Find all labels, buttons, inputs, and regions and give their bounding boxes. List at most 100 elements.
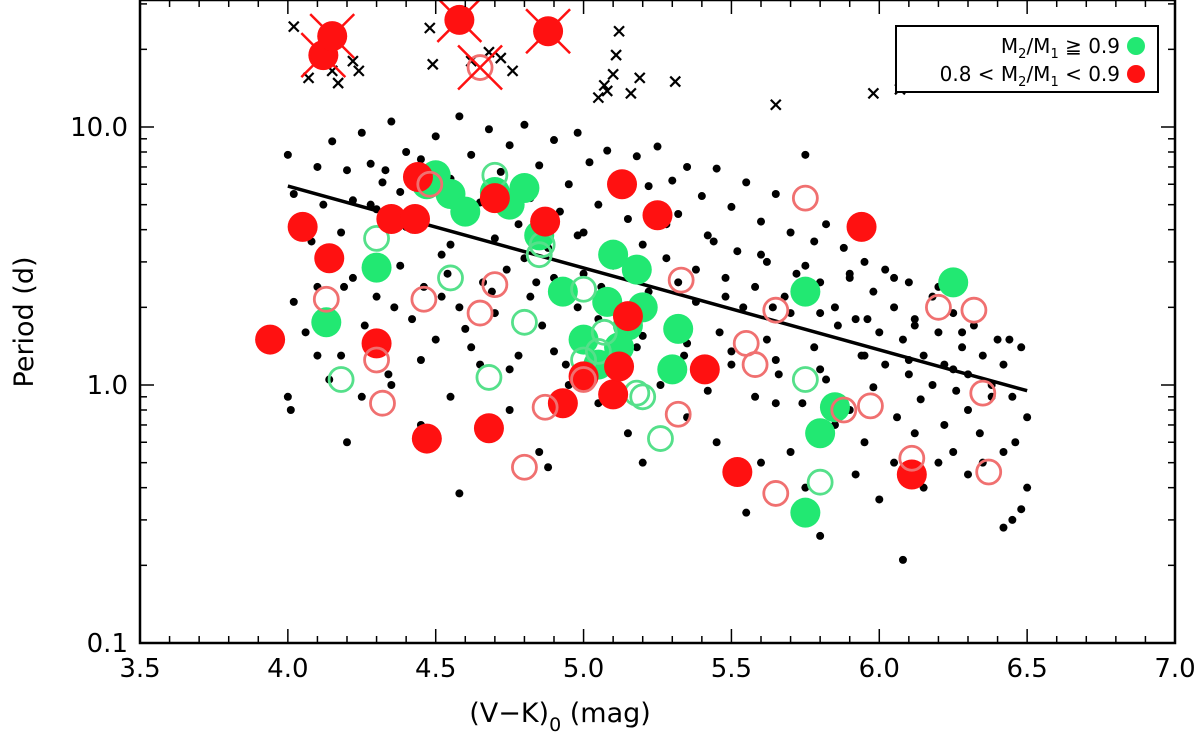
data-point-dot	[863, 315, 872, 324]
plot-frame	[138, 0, 1177, 645]
data-point-dot	[313, 162, 322, 171]
data-point-dot	[505, 365, 514, 374]
data-point-cross	[625, 87, 637, 100]
data-point-dot	[860, 438, 869, 447]
data-point-dot	[387, 117, 396, 126]
data-point-dot	[535, 447, 544, 456]
series-m2-m1-0-9-open-	[327, 161, 834, 496]
data-point-open	[667, 266, 695, 294]
data-point-dot	[387, 381, 396, 389]
data-point-dot	[833, 321, 842, 330]
data-point-cross-mark	[457, 44, 503, 91]
data-point-dot	[715, 328, 724, 337]
data-point-filled	[530, 206, 561, 237]
data-point-dot	[721, 273, 730, 282]
data-point-dot	[822, 220, 831, 229]
data-point-filled	[607, 169, 638, 200]
data-point-cross	[332, 77, 344, 89]
data-point-filled	[411, 423, 442, 454]
data-point-dot	[668, 176, 677, 185]
data-point-open	[410, 285, 438, 313]
data-point-dot	[940, 360, 949, 369]
data-point-cross	[598, 79, 611, 92]
data-point-dot	[958, 328, 967, 337]
data-point-dot	[875, 328, 884, 337]
data-point-dot	[301, 328, 310, 337]
data-point-dot	[952, 386, 961, 395]
data-point-dot	[786, 228, 795, 237]
data-point-dot	[484, 125, 493, 134]
data-point-dot	[680, 351, 689, 360]
data-point-dot	[881, 360, 890, 369]
data-point-dot	[768, 303, 777, 312]
data-point-dot	[573, 231, 582, 240]
data-point-dot	[851, 470, 860, 479]
data-point-dot	[822, 375, 831, 384]
data-point-dot	[727, 202, 736, 211]
data-point-cross	[424, 22, 436, 34]
data-point-open	[762, 480, 790, 507]
data-point-dot	[919, 351, 928, 360]
data-point-dot	[1017, 505, 1026, 514]
data-point-dot	[993, 335, 1002, 344]
data-point-dot	[774, 370, 783, 379]
series-outliers	[287, 20, 906, 111]
data-point-open	[363, 346, 390, 374]
data-point-dot	[467, 150, 476, 159]
data-point-dot	[343, 166, 351, 175]
data-point-dot	[780, 292, 789, 301]
data-point-dot	[801, 261, 810, 270]
data-point-cross	[633, 72, 646, 84]
data-point-dot	[703, 231, 712, 240]
data-point-open	[629, 383, 657, 411]
data-point-open	[791, 184, 819, 212]
y-tick-label: 1.0	[87, 371, 128, 401]
data-point-dot	[502, 265, 511, 274]
data-point-filled	[598, 239, 629, 270]
data-point-open	[762, 296, 790, 324]
data-point-dot	[869, 287, 878, 296]
data-point-filled	[547, 276, 578, 307]
x-tick-label: 4.5	[415, 654, 456, 684]
data-point-dot	[573, 128, 582, 137]
data-point-dot	[860, 257, 869, 266]
data-point-dot	[455, 489, 464, 498]
legend-marker-red	[1127, 65, 1145, 83]
data-point-dot	[845, 269, 854, 278]
data-point-dot	[461, 324, 470, 333]
data-point-dot	[579, 269, 588, 278]
data-point-dot	[520, 120, 529, 129]
data-point-filled	[938, 267, 969, 298]
data-point-dot	[408, 315, 417, 324]
legend-label-2: 0.8 < M2/M1 < 0.9	[940, 62, 1120, 90]
data-point-dot	[416, 155, 425, 164]
data-point-dot	[366, 159, 375, 168]
data-point-dot	[958, 343, 967, 352]
data-point-cross	[506, 65, 519, 77]
data-point-dot	[816, 309, 825, 318]
data-point-cross-mark	[436, 0, 482, 43]
data-point-dot	[881, 265, 890, 274]
data-point-open	[590, 318, 618, 346]
data-point-dot	[969, 321, 978, 330]
legend-label-1: M2/M1 ≧ 0.9	[1001, 34, 1120, 62]
y-tick-label: 10.0	[70, 113, 128, 143]
data-point-dot	[786, 447, 795, 456]
data-point-dot	[1005, 335, 1014, 344]
data-point-dot	[532, 278, 541, 287]
data-point-dot	[1008, 515, 1017, 524]
data-point-open	[511, 308, 538, 336]
data-point-cross	[669, 75, 682, 88]
series-0-8-m2-m1-0-9-open-	[312, 170, 1003, 507]
data-point-dot	[964, 470, 972, 479]
data-point-dot	[890, 273, 899, 282]
y-tick-label: 0.1	[87, 629, 128, 659]
data-point-filled	[598, 379, 629, 410]
data-point-dot	[890, 303, 899, 312]
data-point-dot	[721, 292, 730, 301]
data-point-dot	[999, 447, 1008, 456]
x-tick-label: 3.5	[119, 654, 160, 684]
data-point-filled	[479, 183, 510, 214]
x-tick-label: 6.0	[859, 654, 900, 684]
data-point-dot	[674, 278, 683, 287]
